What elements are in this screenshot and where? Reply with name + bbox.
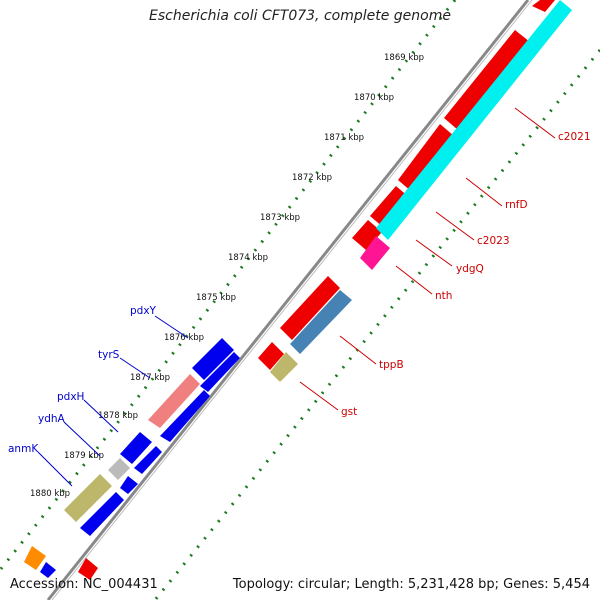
leader-line bbox=[514, 107, 556, 139]
kbp-label: 1873 kbp bbox=[260, 213, 300, 223]
genome-backbone bbox=[46, 0, 530, 600]
gene-tyrS-2[interactable] bbox=[160, 390, 210, 442]
gene-label-tyrS[interactable]: tyrS bbox=[98, 349, 120, 361]
kbp-label: 1878 kbp bbox=[98, 411, 138, 421]
kbp-label: 1871 kbp bbox=[324, 133, 364, 143]
gene-orange bbox=[24, 546, 46, 570]
leader-line bbox=[119, 357, 151, 379]
inner-dotted-ring bbox=[153, 49, 600, 600]
gene-red-bottom bbox=[78, 558, 98, 580]
gene-pdxH-2[interactable] bbox=[134, 446, 162, 474]
leader-line bbox=[465, 177, 503, 207]
kbp-scale: 1869 kbp 1870 kbp 1871 kbp 1872 kbp 1873… bbox=[30, 53, 424, 499]
leader-line bbox=[37, 451, 73, 487]
kbp-label: 1870 kbp bbox=[354, 93, 394, 103]
gene-label-rnfD[interactable]: rnfD bbox=[505, 199, 528, 211]
gene-pdxY-2[interactable] bbox=[200, 352, 240, 392]
accession-text: Accession: NC_004431 bbox=[10, 577, 158, 592]
gene-track-left bbox=[24, 338, 240, 578]
gene-c2021[interactable] bbox=[444, 30, 530, 130]
kbp-label: 1880 kbp bbox=[30, 489, 70, 499]
kbp-label: 1869 kbp bbox=[384, 53, 424, 63]
kbp-label: 1874 kbp bbox=[228, 253, 268, 263]
leader-line bbox=[83, 399, 119, 433]
leader-line bbox=[395, 265, 433, 295]
kbp-label: 1877 kbp bbox=[130, 373, 170, 383]
leader-line bbox=[299, 381, 339, 411]
gene-pdxY[interactable] bbox=[192, 338, 234, 380]
gene-gst-red[interactable] bbox=[258, 342, 284, 370]
leader-line bbox=[415, 239, 453, 267]
gene-label-gst[interactable]: gst bbox=[341, 406, 357, 418]
kbp-label: 1876 kbp bbox=[164, 333, 204, 343]
gene-label-ydgQ[interactable]: ydgQ bbox=[456, 263, 484, 275]
topology-text: Topology: circular; Length: 5,231,428 bp… bbox=[232, 577, 590, 592]
gene-blue-bottom bbox=[40, 562, 56, 578]
gene-label-c2023[interactable]: c2023 bbox=[477, 235, 510, 247]
kbp-label: 1879 kbp bbox=[64, 451, 104, 461]
gene-label-c2021[interactable]: c2021 bbox=[558, 131, 591, 143]
leader-line bbox=[339, 335, 377, 365]
gene-red-top bbox=[532, 0, 555, 12]
gene-red-mid[interactable] bbox=[280, 276, 340, 340]
gene-pdxH[interactable] bbox=[120, 432, 152, 464]
gene-label-ydhA[interactable]: ydhA bbox=[38, 413, 66, 425]
genome-backbone-shadow bbox=[51, 0, 533, 600]
gene-tppB[interactable] bbox=[290, 290, 352, 354]
gene-cyan[interactable] bbox=[376, 0, 572, 240]
leader-line bbox=[63, 421, 101, 457]
gene-gst[interactable] bbox=[270, 352, 298, 382]
gene-ydhA bbox=[108, 458, 130, 480]
gene-tyrS bbox=[148, 374, 200, 428]
leader-line bbox=[435, 211, 475, 241]
gene-anmK bbox=[64, 474, 112, 522]
gene-ydgQ[interactable] bbox=[352, 220, 382, 250]
kbp-label: 1875 kbp bbox=[196, 293, 236, 303]
gene-label-pdxH[interactable]: pdxH bbox=[57, 391, 84, 403]
map-title: Escherichia coli CFT073, complete genome bbox=[149, 8, 451, 24]
gene-nth[interactable] bbox=[360, 236, 390, 270]
leader-line bbox=[154, 315, 189, 339]
left-gene-labels: pdxY tyrS pdxH ydhA anmK bbox=[8, 305, 189, 487]
gene-rnfD[interactable] bbox=[398, 124, 454, 192]
gene-label-anmK[interactable]: anmK bbox=[8, 443, 39, 455]
gene-track-right bbox=[78, 0, 572, 580]
kbp-label: 1872 kbp bbox=[292, 173, 332, 183]
gene-anmK-2[interactable] bbox=[80, 492, 124, 536]
outer-dotted-ring bbox=[0, 0, 457, 571]
gene-label-tppB[interactable]: tppB bbox=[379, 359, 404, 371]
gene-c2023[interactable] bbox=[370, 186, 410, 228]
gene-label-nth[interactable]: nth bbox=[435, 290, 452, 302]
gene-label-pdxY[interactable]: pdxY bbox=[130, 305, 157, 317]
gene-ydhA-2[interactable] bbox=[120, 476, 138, 494]
right-gene-labels: c2021 rnfD c2023 ydgQ nth tppB gst bbox=[299, 107, 591, 418]
